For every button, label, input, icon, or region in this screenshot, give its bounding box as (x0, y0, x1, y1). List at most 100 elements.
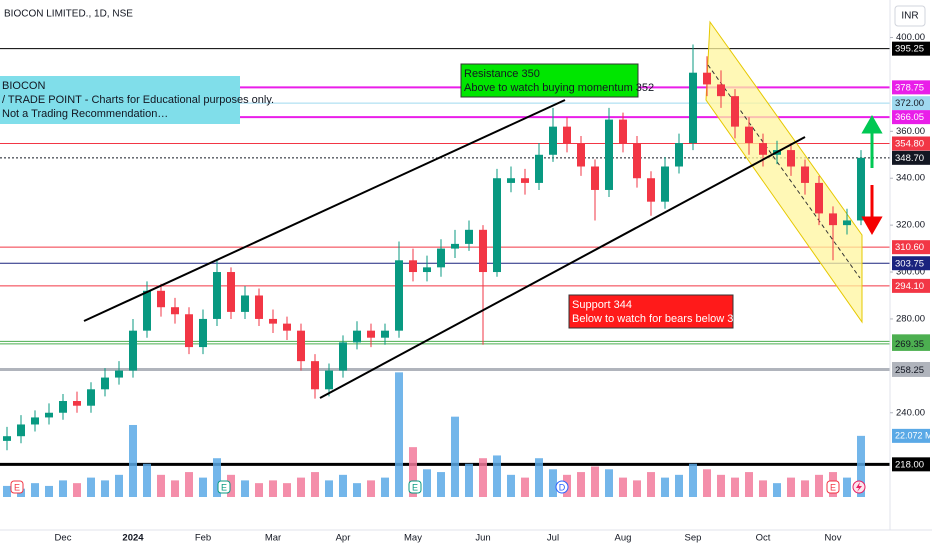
candle-body (241, 295, 249, 312)
volume-bar (521, 477, 529, 497)
candle-body (423, 267, 431, 273)
event-marker (217, 480, 231, 494)
volume-bar (129, 424, 137, 497)
candle-body (3, 436, 11, 441)
x-tick-label: 2024 (122, 533, 144, 544)
volume-bar (591, 466, 599, 497)
x-tick-label: Apr (336, 533, 351, 544)
x-tick-label: Jul (547, 533, 559, 544)
candle-body (199, 318, 207, 348)
volume-bar (731, 477, 739, 497)
x-tick-label: Oct (756, 533, 771, 544)
level-label: 354.80 (895, 139, 924, 150)
chart-title: BIOCON LIMITED., 1D, NSE (4, 9, 133, 20)
volume-bar (437, 472, 445, 497)
candle-body (759, 143, 767, 155)
level-label-box (892, 336, 930, 351)
candle-body (45, 412, 53, 418)
volume-bar (633, 480, 641, 497)
candle-body (745, 126, 753, 144)
candle-body (129, 330, 137, 371)
volume-bar (661, 477, 669, 497)
dividend-icon (856, 482, 862, 492)
note-box (0, 76, 240, 124)
candle-body (297, 330, 305, 362)
volume-bar (283, 483, 291, 497)
level-label-box (892, 80, 930, 95)
candle-body (101, 377, 109, 390)
candle-body (213, 272, 221, 319)
level-label-box (892, 256, 930, 271)
volume-bar (493, 455, 501, 497)
y-tick-label: 240.00 (896, 407, 925, 418)
level-label: 372.00 (895, 98, 924, 109)
volume-bar (101, 480, 109, 497)
volume-bar (59, 480, 67, 497)
event-label: E (14, 482, 20, 492)
volume-bar (115, 474, 123, 497)
candle-body (563, 126, 571, 144)
volume-bar (157, 474, 165, 497)
level-label: 348.70 (895, 153, 924, 164)
volume-bar (325, 480, 333, 497)
candle-body (157, 290, 165, 308)
support-text: Support 344 (572, 299, 632, 311)
volume-bar (381, 477, 389, 497)
volume-bar (577, 472, 585, 497)
candle-body (479, 229, 487, 273)
resistance-text: Resistance 350 (464, 68, 540, 80)
volume-bar (479, 458, 487, 497)
volume-bar (395, 372, 403, 497)
x-tick-label: May (404, 533, 422, 544)
candle-body (493, 178, 501, 273)
volume-bar (143, 463, 151, 497)
volume-bar (689, 463, 697, 497)
trendline-lower (319, 136, 806, 399)
volume-bar (87, 477, 95, 497)
level-label: 303.75 (895, 258, 924, 269)
candle-body (59, 401, 67, 413)
currency: INR (901, 11, 918, 22)
candle-body (521, 178, 529, 183)
event-label: D (559, 482, 566, 492)
candle-body (815, 182, 823, 214)
candle-body (801, 166, 809, 183)
up-arrow (861, 114, 883, 168)
volume-bar (409, 447, 417, 497)
volume-bar (815, 474, 823, 497)
volume-bar (185, 472, 193, 497)
volume-bar (227, 474, 235, 497)
x-tick-label: Dec (55, 533, 72, 544)
volume-bar (843, 477, 851, 497)
candle-body (577, 143, 585, 167)
note-text: Not a Trading Recommendation… (2, 108, 168, 120)
support-text: Below to watch for bears below 344 (572, 313, 746, 325)
y-tick-label: 360.00 (896, 126, 925, 137)
level-label: 366.05 (895, 112, 924, 123)
volume-bar (353, 483, 361, 497)
volume-bar (507, 474, 515, 497)
level-label: 218.00 (895, 459, 924, 470)
candle-body (465, 229, 473, 244)
volume-bar (451, 416, 459, 497)
note-text: BIOCON (2, 80, 45, 92)
x-tick-label: Nov (825, 533, 842, 544)
x-tick-label: Aug (615, 533, 632, 544)
candle-body (703, 72, 711, 85)
candle-body (73, 401, 81, 406)
currency-box[interactable] (894, 5, 926, 27)
candle-body (311, 361, 319, 390)
y-tick-label: 300.00 (896, 267, 925, 278)
level-label: 378.75 (895, 82, 924, 93)
event-marker (10, 480, 24, 494)
event-label: E (221, 482, 227, 492)
level-label-box (892, 150, 930, 165)
volume-bar (605, 469, 613, 497)
volume-bar (199, 477, 207, 497)
volume-label: 22.072 M (895, 431, 932, 441)
level-label-box (892, 457, 930, 472)
candle-body (409, 260, 417, 273)
candle-body (367, 330, 375, 338)
candle-body (787, 150, 795, 167)
